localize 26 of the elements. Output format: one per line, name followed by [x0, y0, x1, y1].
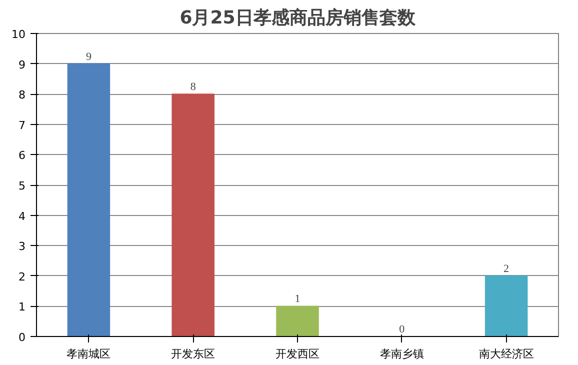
data-label: 8 — [190, 81, 196, 94]
y-tick-label: 4 — [18, 210, 26, 223]
y-tick-label: 9 — [18, 58, 26, 72]
y-tick-label: 3 — [18, 240, 26, 254]
y-tick-label: 8 — [18, 88, 26, 102]
x-tick-label: 孝南乡镇 — [380, 348, 424, 360]
bar — [276, 306, 319, 336]
y-tick-label: 7 — [18, 118, 26, 132]
bar — [172, 94, 214, 336]
y-tick-label: 1 — [18, 300, 26, 314]
y-tick-label: 6 — [18, 149, 26, 162]
x-tick-label: 开发东区 — [171, 348, 216, 360]
x-tick-label: 孝南城区 — [66, 348, 111, 360]
y-tick-label: 2 — [18, 270, 26, 284]
bar — [67, 63, 110, 336]
data-label: 9 — [86, 50, 92, 63]
data-label: 0 — [399, 324, 406, 336]
y-tick-label: 5 — [18, 180, 26, 192]
chart-title: 6月25日孝感商品房销售套数 — [180, 8, 416, 28]
y-tick-label: 10 — [12, 28, 26, 41]
bar — [484, 275, 528, 336]
x-tick-label: 南大经济区 — [478, 348, 534, 360]
data-label: 1 — [294, 293, 300, 306]
data-label: 2 — [504, 262, 510, 275]
y-tick-label: 0 — [18, 331, 26, 344]
x-tick-label: 开发西区 — [276, 348, 320, 360]
